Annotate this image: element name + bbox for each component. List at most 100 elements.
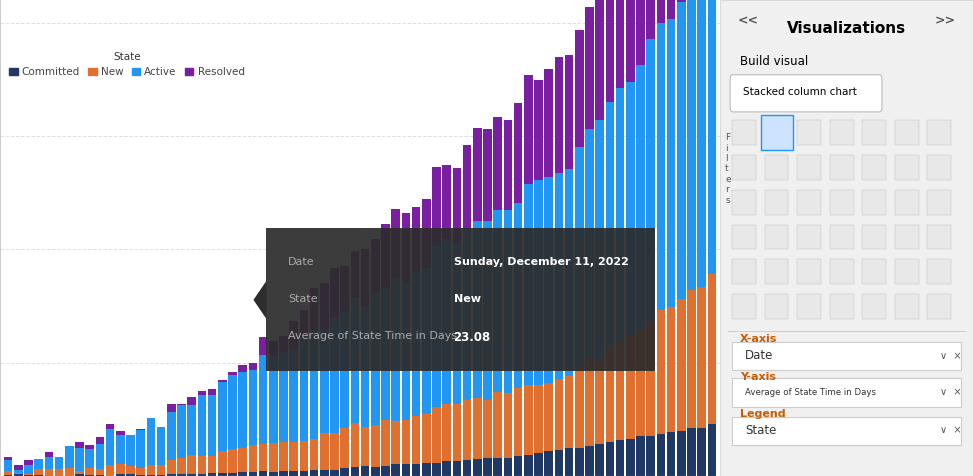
FancyBboxPatch shape xyxy=(797,120,821,145)
Bar xyxy=(575,30,584,148)
Bar xyxy=(24,460,33,465)
Bar xyxy=(248,445,257,472)
Bar xyxy=(636,436,645,476)
Bar xyxy=(473,221,482,398)
Bar xyxy=(330,317,339,434)
Bar xyxy=(361,427,370,466)
Text: Build visual: Build visual xyxy=(740,55,809,68)
FancyBboxPatch shape xyxy=(765,294,788,319)
Bar xyxy=(523,455,532,476)
Bar xyxy=(24,475,33,476)
FancyBboxPatch shape xyxy=(765,225,788,249)
Bar xyxy=(188,405,197,455)
Bar xyxy=(534,453,543,476)
Text: X-axis: X-axis xyxy=(740,334,777,344)
Bar xyxy=(350,467,359,476)
Bar xyxy=(330,268,339,317)
FancyBboxPatch shape xyxy=(927,120,951,145)
Bar xyxy=(402,213,411,282)
Bar xyxy=(86,445,94,449)
Bar xyxy=(341,266,349,312)
Text: Visualizations: Visualizations xyxy=(787,21,906,37)
Bar xyxy=(493,457,502,476)
Bar xyxy=(595,119,604,359)
FancyBboxPatch shape xyxy=(732,294,756,319)
Bar xyxy=(218,473,227,476)
FancyBboxPatch shape xyxy=(830,120,853,145)
Bar xyxy=(341,312,349,428)
Text: Average of State Time in Days: Average of State Time in Days xyxy=(288,331,457,341)
Bar xyxy=(667,432,675,476)
Bar xyxy=(412,464,420,476)
FancyBboxPatch shape xyxy=(797,155,821,180)
Bar xyxy=(595,0,604,119)
Bar xyxy=(371,293,379,425)
Bar xyxy=(320,283,329,328)
Bar xyxy=(687,0,696,290)
Bar xyxy=(167,460,176,475)
Bar xyxy=(126,475,135,476)
Bar xyxy=(484,400,491,458)
Bar xyxy=(309,439,318,470)
Bar xyxy=(564,55,573,169)
Bar xyxy=(381,420,390,466)
Bar xyxy=(75,448,84,470)
Bar xyxy=(595,359,604,445)
Bar xyxy=(657,0,666,23)
Bar xyxy=(544,383,553,451)
FancyBboxPatch shape xyxy=(732,342,961,370)
Bar xyxy=(585,8,594,129)
Bar xyxy=(248,370,257,445)
Bar xyxy=(279,442,288,471)
Bar xyxy=(402,464,411,476)
Bar xyxy=(687,428,696,476)
Bar xyxy=(300,310,308,337)
FancyBboxPatch shape xyxy=(765,120,788,145)
FancyBboxPatch shape xyxy=(895,190,919,215)
Bar xyxy=(605,348,614,442)
Text: 23.08: 23.08 xyxy=(453,331,490,344)
Bar xyxy=(45,452,54,457)
Bar xyxy=(75,475,84,476)
Bar xyxy=(95,475,104,476)
Bar xyxy=(452,461,461,476)
Bar xyxy=(534,80,543,180)
Bar xyxy=(463,399,472,459)
Bar xyxy=(95,437,104,445)
Text: Average of State Time in Days: Average of State Time in Days xyxy=(745,388,877,397)
FancyBboxPatch shape xyxy=(267,228,655,371)
Bar xyxy=(484,221,491,400)
FancyBboxPatch shape xyxy=(862,225,886,249)
FancyBboxPatch shape xyxy=(927,155,951,180)
Bar xyxy=(350,423,359,467)
Bar xyxy=(14,474,22,476)
Bar xyxy=(443,239,451,404)
Bar xyxy=(208,473,216,476)
Bar xyxy=(300,337,308,441)
Bar xyxy=(616,0,625,89)
Bar xyxy=(248,364,257,370)
Text: <<: << xyxy=(738,14,759,27)
Bar xyxy=(391,465,400,476)
Polygon shape xyxy=(253,281,267,319)
Bar xyxy=(564,169,573,376)
FancyBboxPatch shape xyxy=(732,416,961,445)
Bar xyxy=(86,468,94,475)
Bar xyxy=(289,321,298,350)
Bar xyxy=(218,382,227,451)
Bar xyxy=(157,427,165,465)
FancyBboxPatch shape xyxy=(895,155,919,180)
FancyBboxPatch shape xyxy=(730,75,882,112)
Bar xyxy=(208,395,216,456)
Bar xyxy=(667,20,675,307)
Bar xyxy=(555,450,563,476)
Bar xyxy=(605,442,614,476)
Bar xyxy=(116,464,125,474)
Bar xyxy=(463,228,472,399)
Bar xyxy=(320,470,329,476)
Bar xyxy=(626,82,634,337)
Bar xyxy=(45,469,54,476)
Bar xyxy=(698,287,706,427)
Bar xyxy=(167,404,176,412)
Text: Stacked column chart: Stacked column chart xyxy=(742,87,856,98)
